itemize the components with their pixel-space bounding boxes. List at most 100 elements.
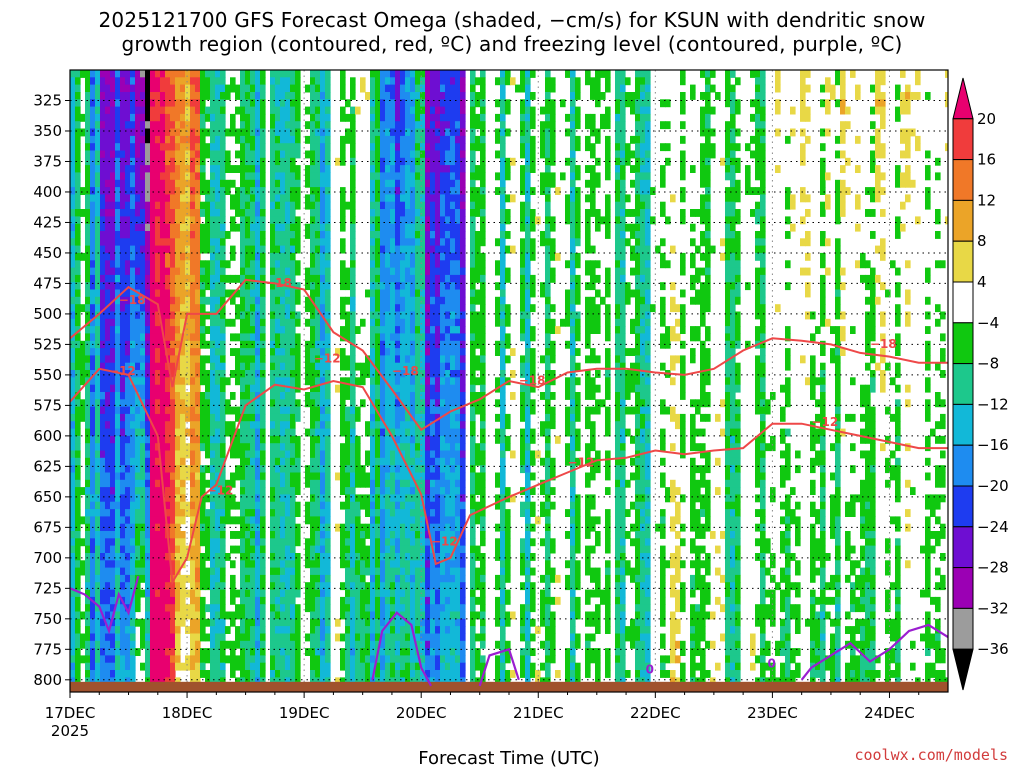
omega-cell	[215, 113, 221, 122]
omega-cell	[380, 355, 386, 364]
omega-cell	[185, 509, 191, 517]
omega-cell	[85, 655, 91, 664]
omega-cell	[115, 157, 121, 166]
omega-cell	[220, 223, 226, 232]
omega-cell	[375, 231, 381, 239]
omega-cell	[70, 596, 76, 605]
omega-cell	[110, 662, 116, 671]
omega-cell	[235, 589, 241, 598]
omega-cell	[215, 377, 221, 386]
omega-cell	[90, 494, 96, 503]
omega-cell	[185, 501, 191, 510]
omega-cell	[160, 435, 166, 444]
omega-cell	[280, 465, 286, 474]
omega-cell	[180, 421, 186, 430]
omega-cell	[350, 633, 356, 642]
omega-cell	[90, 216, 96, 225]
omega-cell	[215, 677, 221, 686]
omega-cell	[130, 523, 136, 532]
omega-cell	[275, 92, 281, 100]
omega-cell	[165, 472, 171, 481]
omega-cell	[210, 626, 216, 634]
omega-cell	[135, 370, 141, 378]
omega-cell	[345, 435, 351, 444]
omega-cell	[90, 384, 96, 393]
omega-cell	[130, 553, 136, 561]
omega-cell	[285, 150, 291, 159]
omega-cell	[185, 377, 191, 386]
omega-cell	[115, 318, 121, 327]
omega-cell	[210, 84, 216, 93]
omega-cell	[75, 304, 81, 313]
omega-cell	[220, 538, 226, 547]
omega-cell	[165, 165, 171, 173]
omega-cell	[345, 355, 351, 364]
omega-cell	[195, 421, 201, 430]
omega-cell	[80, 560, 86, 569]
omega-cell	[380, 92, 386, 100]
omega-cell	[390, 428, 396, 437]
omega-cell	[220, 187, 226, 195]
omega-cell	[280, 421, 286, 430]
omega-cell	[240, 150, 246, 159]
omega-cell	[150, 106, 156, 115]
omega-cell	[150, 260, 156, 269]
omega-cell	[170, 443, 176, 452]
omega-cell	[315, 428, 321, 437]
omega-cell	[70, 311, 76, 320]
omega-cell	[200, 392, 206, 400]
omega-cell	[325, 509, 331, 517]
omega-cell	[155, 99, 161, 108]
omega-cell	[225, 399, 231, 408]
omega-cell	[145, 296, 151, 305]
omega-cell	[190, 509, 196, 517]
omega-cell	[90, 92, 96, 100]
omega-cell	[190, 545, 196, 554]
omega-cell	[375, 582, 381, 591]
omega-cell	[70, 150, 76, 159]
omega-cell	[75, 516, 81, 525]
omega-cell	[75, 194, 81, 203]
omega-cell	[170, 194, 176, 203]
omega-cell	[280, 560, 286, 569]
omega-cell	[155, 318, 161, 327]
omega-cell	[245, 289, 251, 298]
omega-cell	[405, 245, 411, 254]
omega-cell	[140, 209, 146, 217]
omega-cell	[320, 399, 326, 408]
omega-cell	[170, 179, 176, 188]
omega-cell	[90, 201, 96, 210]
omega-cell	[160, 231, 166, 239]
omega-cell	[290, 121, 296, 130]
omega-cell	[255, 553, 261, 561]
omega-cell	[385, 84, 391, 93]
omega-cell	[280, 413, 286, 422]
omega-cell	[75, 92, 81, 100]
omega-cell	[400, 662, 406, 671]
omega-cell	[285, 472, 291, 481]
omega-cell	[165, 392, 171, 400]
omega-cell	[215, 596, 221, 605]
omega-cell	[250, 567, 256, 576]
omega-cell	[140, 479, 146, 488]
omega-cell	[135, 406, 141, 415]
omega-cell	[375, 574, 381, 583]
omega-cell	[165, 172, 171, 181]
omega-cell	[100, 150, 106, 159]
omega-cell	[115, 377, 121, 386]
omega-cell	[310, 406, 316, 415]
omega-cell	[160, 545, 166, 554]
omega-cell	[405, 413, 411, 422]
omega-cell	[80, 377, 86, 386]
omega-cell	[370, 333, 376, 342]
omega-cell	[220, 165, 226, 173]
omega-cell	[105, 70, 111, 78]
omega-cell	[340, 362, 346, 371]
omega-cell	[190, 618, 196, 627]
omega-cell	[235, 106, 241, 115]
omega-cell	[385, 377, 391, 386]
omega-cell	[230, 589, 236, 598]
omega-cell	[95, 494, 101, 503]
omega-cell	[245, 443, 251, 452]
omega-cell	[165, 194, 171, 203]
